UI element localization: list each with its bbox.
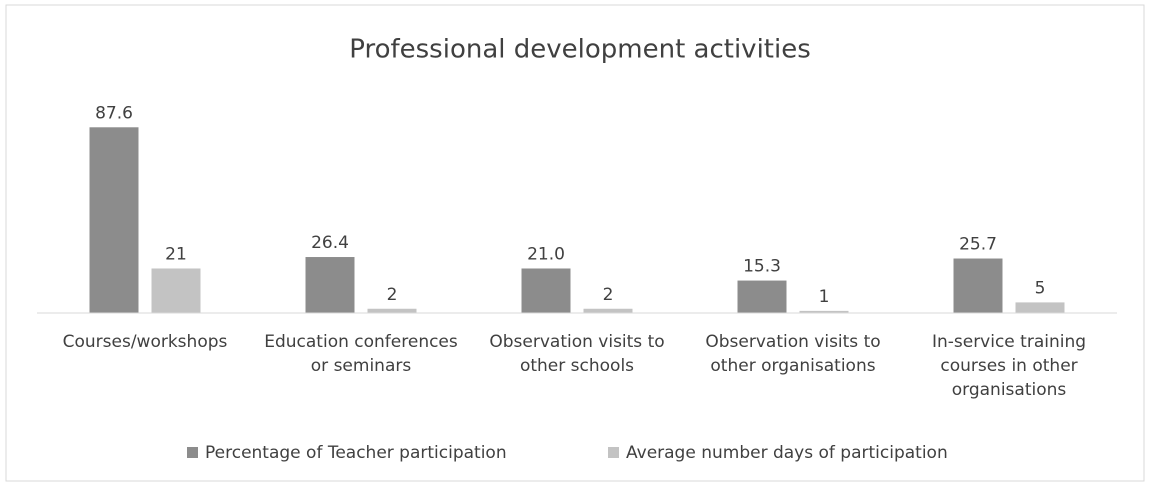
legend-swatch	[187, 447, 198, 458]
bar	[799, 310, 849, 313]
data-label: 26.4	[311, 233, 349, 253]
bar	[583, 308, 633, 313]
bar	[1015, 302, 1065, 313]
data-label: 2	[603, 285, 614, 305]
chart-border	[5, 4, 1145, 482]
x-tick-label: Observation visits to other schools	[489, 332, 665, 376]
bar	[367, 308, 417, 313]
data-label: 1	[819, 287, 830, 307]
data-label: 87.6	[95, 103, 133, 123]
x-tick-label: In-service training courses in other org…	[931, 332, 1087, 400]
data-label: 21	[165, 244, 187, 264]
bar	[737, 280, 787, 313]
data-label: 21.0	[527, 244, 565, 264]
legend-swatch	[608, 447, 619, 458]
chart-title: Professional development activities	[349, 35, 811, 65]
data-label: 5	[1035, 278, 1046, 298]
bar	[89, 127, 139, 314]
bar	[305, 257, 355, 313]
x-tick-label: Courses/workshops	[62, 332, 228, 352]
x-tick-label: Education conferences or seminars	[264, 332, 458, 376]
legend-label: Percentage of Teacher participation	[205, 443, 507, 463]
legend-label: Average number days of participation	[626, 443, 948, 463]
bar	[151, 268, 201, 313]
data-label: 2	[387, 285, 398, 305]
bar	[953, 258, 1003, 313]
x-tick-label: Observation visits to other organisation…	[705, 332, 881, 376]
bar	[521, 268, 571, 313]
data-label: 25.7	[959, 235, 997, 255]
data-label: 15.3	[743, 257, 781, 277]
